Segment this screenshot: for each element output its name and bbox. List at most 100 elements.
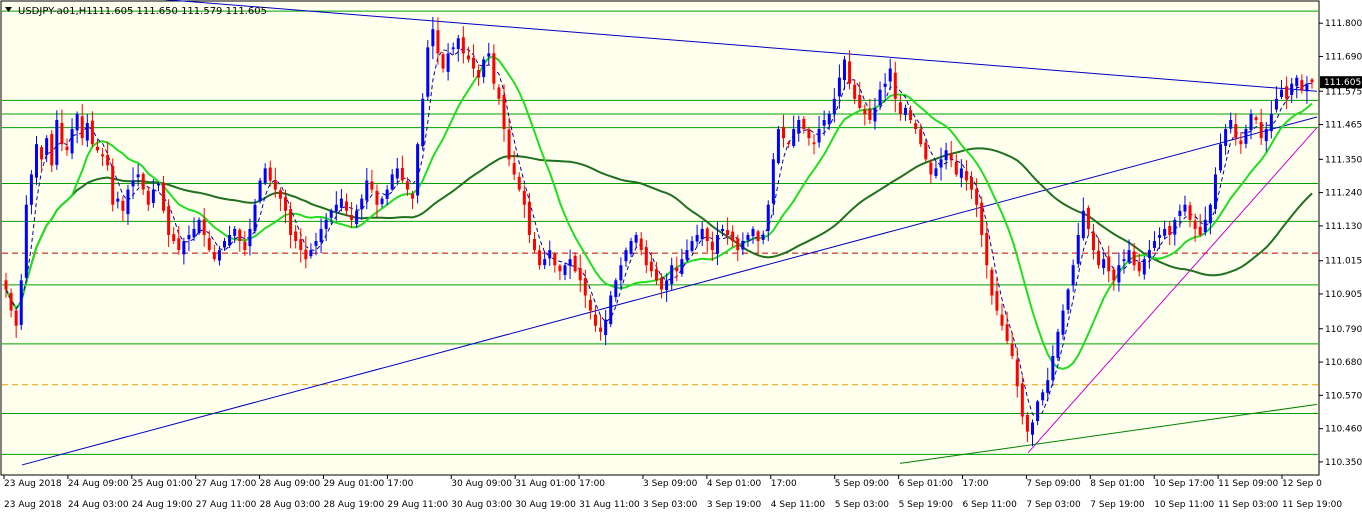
- candle-up: [939, 159, 943, 168]
- candle-up: [619, 265, 623, 281]
- candle-down: [593, 314, 597, 326]
- chart-header: USDJPY-a01,H1 111.605 111.650 111.579 11…: [5, 6, 267, 17]
- candle-down: [172, 234, 176, 242]
- candle-down: [146, 190, 150, 205]
- candle-up: [1117, 265, 1121, 283]
- candle-up: [634, 234, 638, 243]
- candle-down: [162, 182, 166, 211]
- candle-down: [477, 70, 481, 78]
- candle-down: [573, 255, 577, 272]
- candle-down: [1300, 80, 1304, 90]
- candle-up: [1127, 250, 1131, 263]
- candle-down: [461, 37, 465, 54]
- candle-down: [1112, 269, 1116, 281]
- candle-up: [309, 250, 313, 257]
- candle-up: [700, 228, 704, 240]
- candle-down: [914, 123, 918, 130]
- time-tick-label: 7 Sep 09:00: [1026, 479, 1081, 489]
- candle-down: [101, 154, 105, 157]
- price-tick-label: 111.465: [1325, 121, 1362, 131]
- candle-down: [1239, 140, 1243, 145]
- candle-down: [990, 269, 994, 296]
- candle-down: [1168, 225, 1172, 235]
- candle-down: [898, 102, 902, 114]
- price-tick-label: 111.690: [1325, 52, 1362, 62]
- candle-down: [405, 181, 409, 190]
- candle-down: [919, 129, 923, 145]
- trendline: [21, 116, 1318, 466]
- time-tick-label: 25 Aug 01:00: [132, 479, 193, 489]
- symbol-info: USDJPY-a01,H1: [18, 6, 93, 17]
- candle-down: [283, 197, 287, 211]
- candle-up: [797, 120, 801, 134]
- candle-up: [324, 219, 328, 229]
- candle-up: [416, 144, 420, 196]
- candle-down: [1259, 122, 1263, 139]
- time-tick-label: 8 Sep 01:00: [1090, 479, 1145, 489]
- candle-up: [837, 77, 841, 97]
- candle-down: [853, 84, 857, 99]
- candle-down: [1020, 383, 1024, 417]
- candle-up: [741, 241, 745, 250]
- candle-up: [842, 59, 846, 81]
- time-tick-label: 30 Aug 19:00: [515, 500, 576, 510]
- candle-up: [873, 107, 877, 122]
- time-tick-label: 4 Sep 01:00: [707, 479, 762, 489]
- candle-down: [736, 238, 740, 251]
- candle-down: [1005, 324, 1009, 341]
- candle-down: [80, 116, 84, 139]
- candle-down: [954, 161, 958, 175]
- candle-up: [45, 138, 49, 156]
- candle-up: [548, 250, 552, 259]
- candle-up: [228, 234, 232, 246]
- candle-up: [487, 53, 491, 57]
- candle-up: [629, 241, 633, 254]
- candle-down: [492, 53, 496, 84]
- candle-down: [975, 188, 979, 205]
- time-tick-label: 11 Sep 09:00: [1218, 479, 1278, 489]
- candle-up: [883, 83, 887, 87]
- candle-down: [60, 122, 64, 145]
- time-tick-label: 30 Aug 03:00: [451, 500, 512, 510]
- candle-up: [604, 319, 608, 336]
- candle-up: [151, 189, 155, 204]
- candle-up: [314, 241, 318, 246]
- candle-down: [1137, 261, 1141, 272]
- candle-down: [710, 241, 714, 251]
- candle-up: [1066, 289, 1070, 310]
- candle-down: [9, 292, 13, 311]
- candle-up: [614, 280, 618, 298]
- candle-up: [197, 219, 201, 234]
- time-tick-label: 5 Sep 03:00: [835, 500, 890, 510]
- candle-down: [660, 277, 664, 290]
- candle-up: [1152, 241, 1156, 248]
- last-price-box: [1320, 76, 1362, 89]
- candle-up: [329, 210, 333, 218]
- candle-up: [29, 174, 33, 205]
- candle-down: [1107, 256, 1111, 272]
- short-ma-line: [5, 47, 1313, 419]
- candle-up: [827, 113, 831, 125]
- candle-down: [868, 109, 872, 120]
- candle-up: [136, 174, 140, 178]
- fast-ma-line: [5, 55, 1313, 370]
- candle-up: [751, 228, 755, 237]
- candle-up: [1081, 210, 1085, 239]
- candle-down: [929, 162, 933, 175]
- candle-down: [90, 120, 94, 145]
- candle-down: [588, 299, 592, 311]
- time-tick-label: 6 Sep 11:00: [963, 500, 1018, 510]
- triangle-down-icon[interactable]: [5, 7, 12, 12]
- candle-down: [848, 61, 852, 84]
- candle-down: [1015, 359, 1019, 387]
- candle-down: [1091, 232, 1095, 251]
- candle-up: [482, 59, 486, 78]
- time-tick-label: 30 Aug 09:00: [451, 479, 512, 489]
- candle-down: [466, 55, 470, 60]
- candle-up: [1224, 129, 1228, 146]
- time-tick-label: 29 Aug 01:00: [324, 479, 385, 489]
- candle-down: [1254, 117, 1258, 120]
- time-tick-label: 27 Aug 17:00: [196, 479, 257, 489]
- candle-down: [802, 118, 806, 130]
